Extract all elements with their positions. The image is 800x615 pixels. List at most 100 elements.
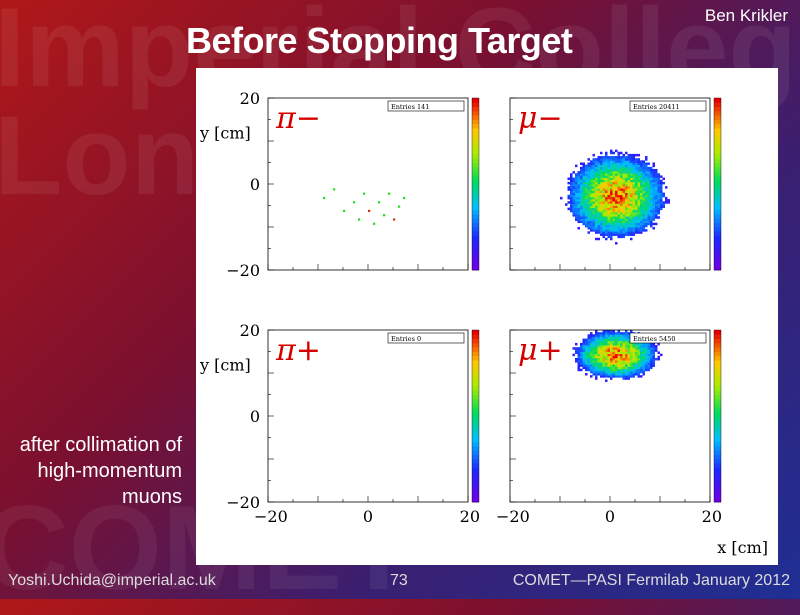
palette-segment [714,132,721,138]
density-bin [572,209,575,213]
density-bin [620,171,623,174]
density-bin [640,375,643,378]
density-bin [575,360,578,363]
density-bin [610,349,613,352]
density-bin [590,362,593,365]
density-bin [610,188,613,191]
palette-segment [472,252,479,258]
density-bin [645,179,648,183]
density-bin [600,209,603,213]
density-bin [650,205,653,208]
density-bin [640,186,643,189]
density-bin [620,160,623,163]
density-bin [630,190,633,193]
palette-segment [714,205,721,211]
density-bin [630,229,633,232]
density-bin [615,186,618,189]
density-bin [655,216,658,219]
palette-segment [472,102,479,107]
density-bin [635,166,638,170]
density-bin [630,218,633,221]
density-bin [582,209,585,213]
density-bin [635,368,638,372]
density-bin [657,211,660,215]
density-bin [607,201,610,204]
density-bin [630,209,633,213]
x-tick-label: 0 [605,507,615,526]
density-bin [622,179,625,183]
density-bin [587,342,590,346]
density-bin [647,216,650,219]
density-bin [580,345,583,348]
density-bin [640,360,643,363]
density-bin [642,349,645,352]
density-bin [577,181,580,185]
density-bin [630,175,633,178]
density-bin [585,214,588,217]
density-bin [637,199,640,202]
density-bin [602,235,605,239]
density-bin [620,216,623,219]
density-bin [570,209,573,213]
density-bin [617,160,620,163]
palette-segment [472,433,479,438]
density-bin [620,342,623,346]
density-bin [642,181,645,185]
density-bin [587,218,590,221]
palette-segment [714,179,721,185]
y-tick-label: 20 [240,321,260,340]
density-bin [647,192,650,196]
density-bin [605,162,608,165]
palette-segment [472,398,479,404]
palette-segment [714,428,721,434]
palette-segment [472,403,479,408]
density-bin [620,194,623,198]
density-bin [627,199,630,202]
density-bin [582,184,585,187]
density-bin [625,216,628,219]
density-bin [590,364,593,367]
density-bin [645,158,648,161]
density-bin [652,342,655,346]
density-bin [632,360,635,363]
density-bin [587,175,590,178]
y-tick-label: −20 [226,493,260,512]
density-bin [627,205,630,208]
palette-segment [714,368,721,374]
density-bin [612,368,615,372]
density-bin [627,166,630,170]
density-bin [630,156,633,159]
density-bin [595,334,598,337]
density-bin [615,209,618,213]
density-bin [617,151,620,155]
density-bin [602,181,605,185]
density-bin [645,171,648,174]
density-bin [632,368,635,372]
density-bin [600,336,603,339]
density-bin [640,368,643,372]
density-bin [610,377,613,380]
density-bin [587,338,590,342]
density-bin [580,201,583,204]
density-bin [625,342,628,346]
density-bin [590,181,593,185]
density-bin [585,175,588,178]
density-bin [592,177,595,181]
density-bin [637,375,640,378]
data-point [378,201,381,204]
density-bin [587,347,590,350]
density-bin [592,366,595,370]
density-bin [612,373,615,376]
density-bin [640,345,643,348]
density-bin [650,211,653,215]
density-bin [602,353,605,357]
density-bin [630,199,633,202]
density-bin [627,351,630,354]
density-bin [587,201,590,204]
density-bin [597,224,600,228]
density-bin [597,366,600,370]
density-bin [645,220,648,224]
density-bin [602,201,605,204]
palette-segment [472,153,479,159]
density-bin [600,375,603,378]
